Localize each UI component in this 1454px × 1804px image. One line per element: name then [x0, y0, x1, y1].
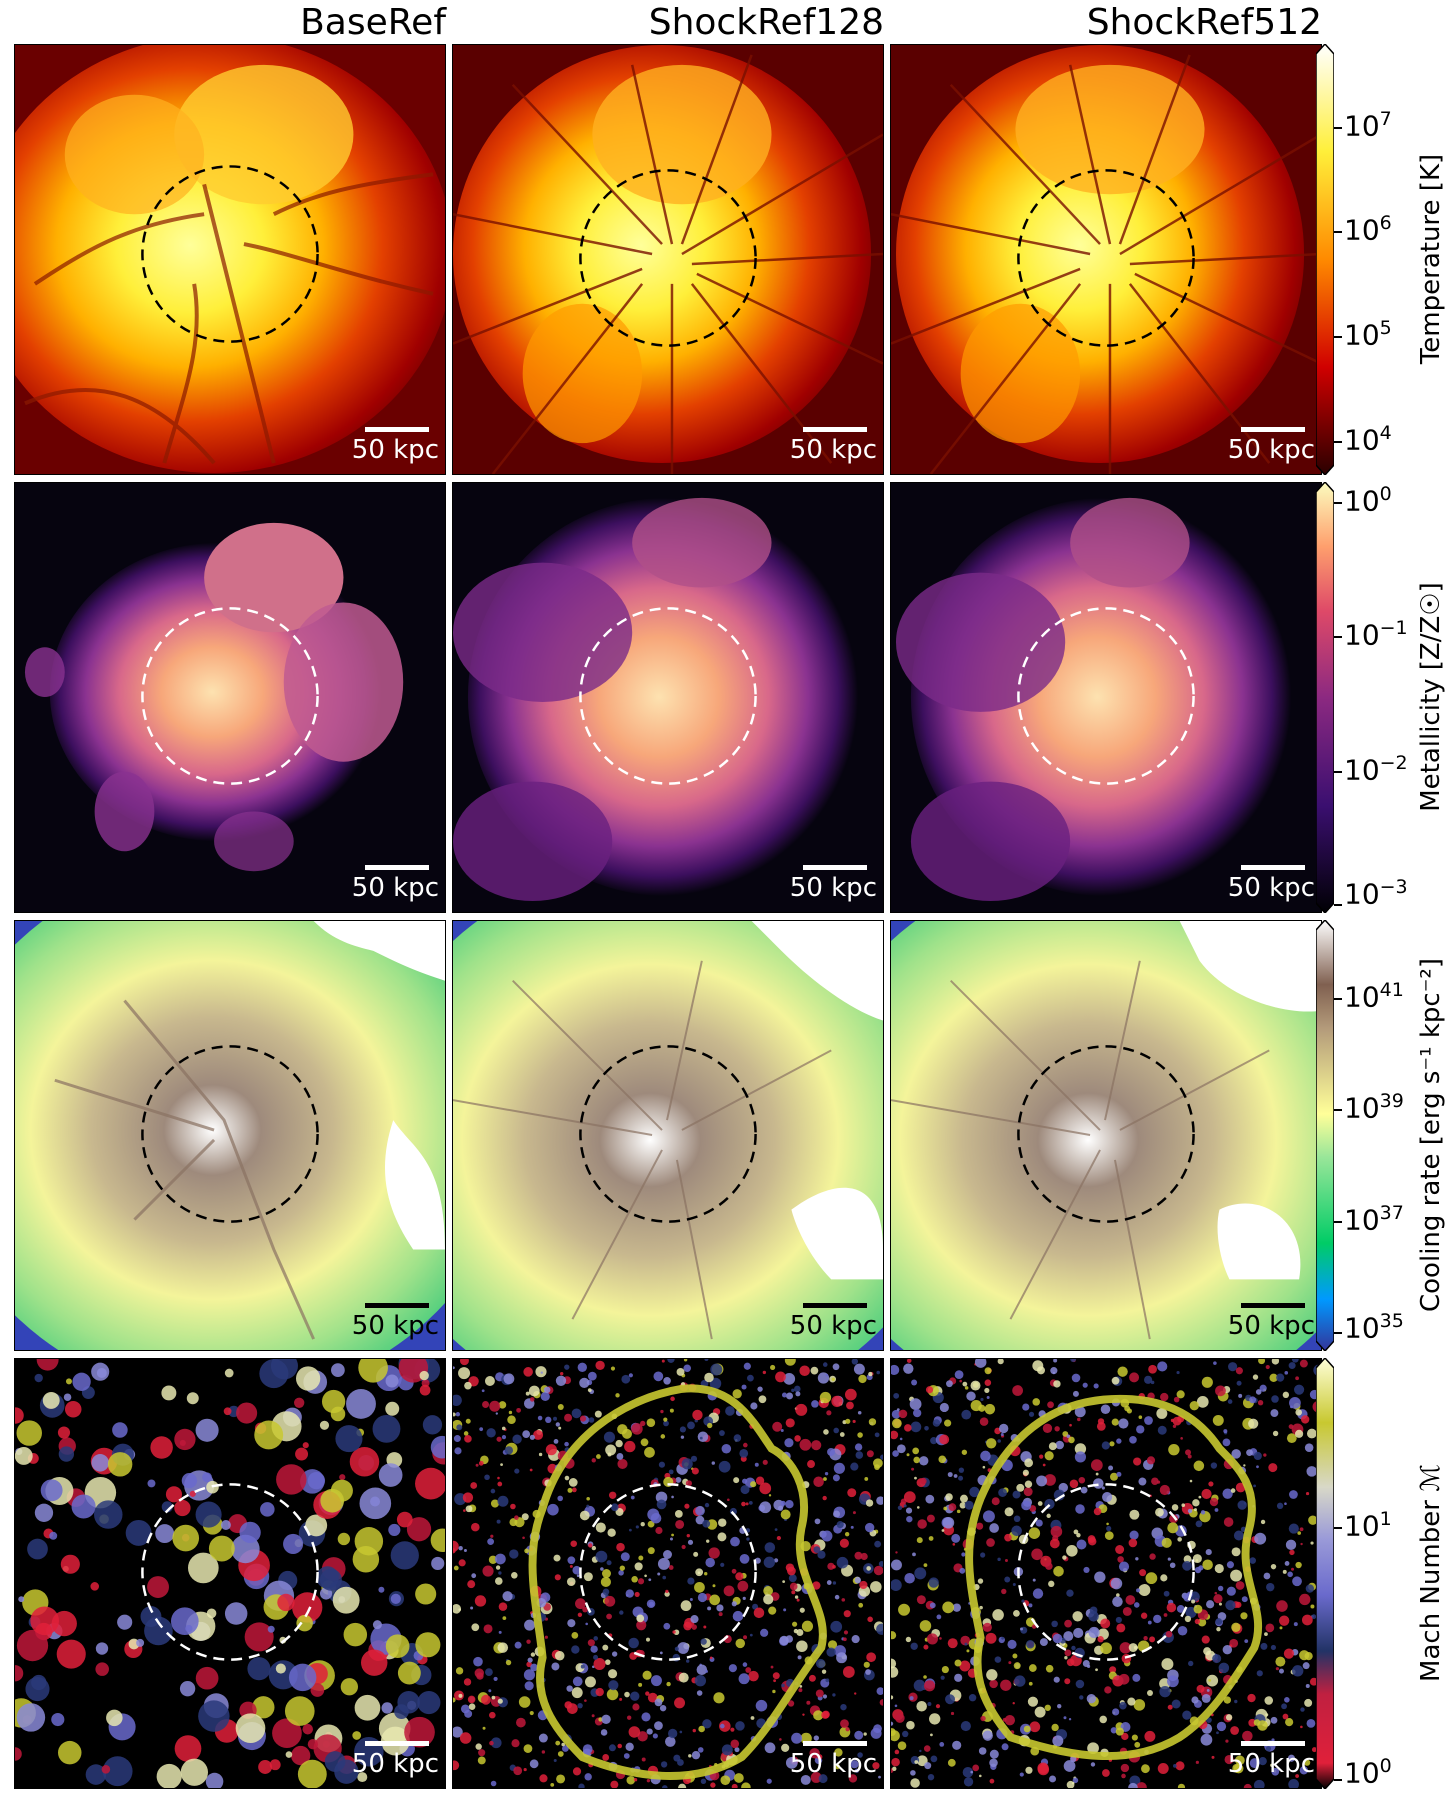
column-title-baseref: BaseRef	[300, 2, 446, 43]
colorbar-tick-label: 1035	[1344, 1310, 1404, 1345]
cooling-rate-panel-baseref: 50 kpc	[14, 920, 446, 1351]
temperature-map-baseref	[15, 45, 445, 474]
metallicity-colorbar-label: Metallicity [Z/Z☉]	[1416, 582, 1446, 812]
scale-bar	[1241, 1303, 1305, 1308]
scale-bar	[365, 427, 429, 432]
mach-number-colorbar	[1316, 1358, 1334, 1789]
colorbar-tick-label: 106	[1344, 212, 1392, 247]
metallicity-map-shockref512	[891, 483, 1321, 912]
colorbar-tick-label: 100	[1344, 483, 1392, 518]
colorbar-tick	[1334, 1332, 1342, 1334]
colorbar-tick-label: 10−3	[1344, 876, 1408, 911]
scale-bar-label: 50 kpc	[1227, 435, 1315, 465]
scale-bar-label: 50 kpc	[789, 1311, 877, 1341]
colorbar-tick-label: 100	[1344, 1755, 1392, 1790]
cooling-rate-colorbar-label: Cooling rate [erg s⁻¹ kpc⁻²]	[1416, 958, 1446, 1312]
cooling-rate-colorbar	[1316, 920, 1334, 1351]
metallicity-panel-shockref512: 50 kpc	[890, 482, 1322, 913]
scale-bar	[1241, 1741, 1305, 1746]
temperature-panel-baseref: 50 kpc	[14, 44, 446, 475]
colorbar-tick-label: 10−2	[1344, 752, 1408, 787]
cooling-rate-panel-shockref512: 50 kpc	[890, 920, 1322, 1351]
colorbar-tick-label: 101	[1344, 1508, 1392, 1543]
colorbar-tick	[1334, 127, 1342, 129]
colorbar-tick-label: 1041	[1344, 979, 1404, 1014]
metallicity-colorbar	[1316, 482, 1334, 913]
scale-bar-label: 50 kpc	[351, 1749, 439, 1779]
temperature-colorbar	[1316, 44, 1334, 475]
cooling-rate-map-shockref512	[891, 921, 1321, 1350]
colorbar-tick-label: 107	[1344, 108, 1392, 143]
cooling-rate-map-shockref128	[453, 921, 883, 1350]
mach-number-panel-baseref: 50 kpc	[14, 1358, 446, 1789]
scale-bar	[365, 1741, 429, 1746]
colorbar-tick	[1334, 636, 1342, 638]
temperature-panel-shockref128: 50 kpc	[452, 44, 884, 475]
scale-bar-label: 50 kpc	[1227, 873, 1315, 903]
scale-bar	[803, 1741, 867, 1746]
colorbar-tick-label: 105	[1344, 317, 1392, 352]
colorbar-tick	[1334, 502, 1342, 504]
colorbar-tick	[1334, 904, 1342, 906]
colorbar-tick	[1334, 1779, 1342, 1781]
scale-bar	[803, 1303, 867, 1308]
colorbar-tick	[1334, 1109, 1342, 1111]
mach-number-colorbar-label: Mach Number ℳ	[1416, 1464, 1446, 1682]
cooling-rate-panel-shockref128: 50 kpc	[452, 920, 884, 1351]
mach-number-panel-shockref128: 50 kpc	[452, 1358, 884, 1789]
mach-number-panel-shockref512: 50 kpc	[890, 1358, 1322, 1789]
mach-number-map-shockref128	[453, 1359, 883, 1788]
scale-bar	[1241, 427, 1305, 432]
scale-bar-label: 50 kpc	[789, 873, 877, 903]
temperature-panel-shockref512: 50 kpc	[890, 44, 1322, 475]
colorbar-tick	[1334, 336, 1342, 338]
colorbar-tick	[1334, 1527, 1342, 1529]
scale-bar	[1241, 865, 1305, 870]
metallicity-panel-shockref128: 50 kpc	[452, 482, 884, 913]
scale-bar-label: 50 kpc	[351, 435, 439, 465]
temperature-colorbar-label: Temperature [K]	[1416, 153, 1446, 365]
metallicity-map-shockref128	[453, 483, 883, 912]
metallicity-panel-baseref: 50 kpc	[14, 482, 446, 913]
mach-number-map-shockref512	[891, 1359, 1321, 1788]
colorbar-tick-label: 104	[1344, 422, 1392, 457]
temperature-map-shockref512	[891, 45, 1321, 474]
colorbar-tick	[1334, 231, 1342, 233]
temperature-map-shockref128	[453, 45, 883, 474]
mach-number-map-baseref	[15, 1359, 445, 1788]
scale-bar-label: 50 kpc	[351, 1311, 439, 1341]
scale-bar	[365, 1303, 429, 1308]
colorbar-tick	[1334, 998, 1342, 1000]
scale-bar-label: 50 kpc	[789, 435, 877, 465]
colorbar-tick	[1334, 771, 1342, 773]
cooling-rate-map-baseref	[15, 921, 445, 1350]
column-title-shockref128: ShockRef128	[648, 2, 884, 43]
colorbar-tick-label: 1039	[1344, 1090, 1404, 1125]
colorbar-tick	[1334, 441, 1342, 443]
colorbar-tick-label: 10−1	[1344, 617, 1408, 652]
scale-bar-label: 50 kpc	[351, 873, 439, 903]
colorbar-tick	[1334, 1221, 1342, 1223]
metallicity-map-baseref	[15, 483, 445, 912]
scale-bar	[365, 865, 429, 870]
column-title-shockref512: ShockRef512	[1086, 2, 1322, 43]
scale-bar	[803, 865, 867, 870]
colorbar-tick-label: 1037	[1344, 1202, 1404, 1237]
scale-bar-label: 50 kpc	[789, 1749, 877, 1779]
virial-circle	[141, 165, 319, 343]
scale-bar	[803, 427, 867, 432]
scale-bar-label: 50 kpc	[1227, 1749, 1315, 1779]
scale-bar-label: 50 kpc	[1227, 1311, 1315, 1341]
